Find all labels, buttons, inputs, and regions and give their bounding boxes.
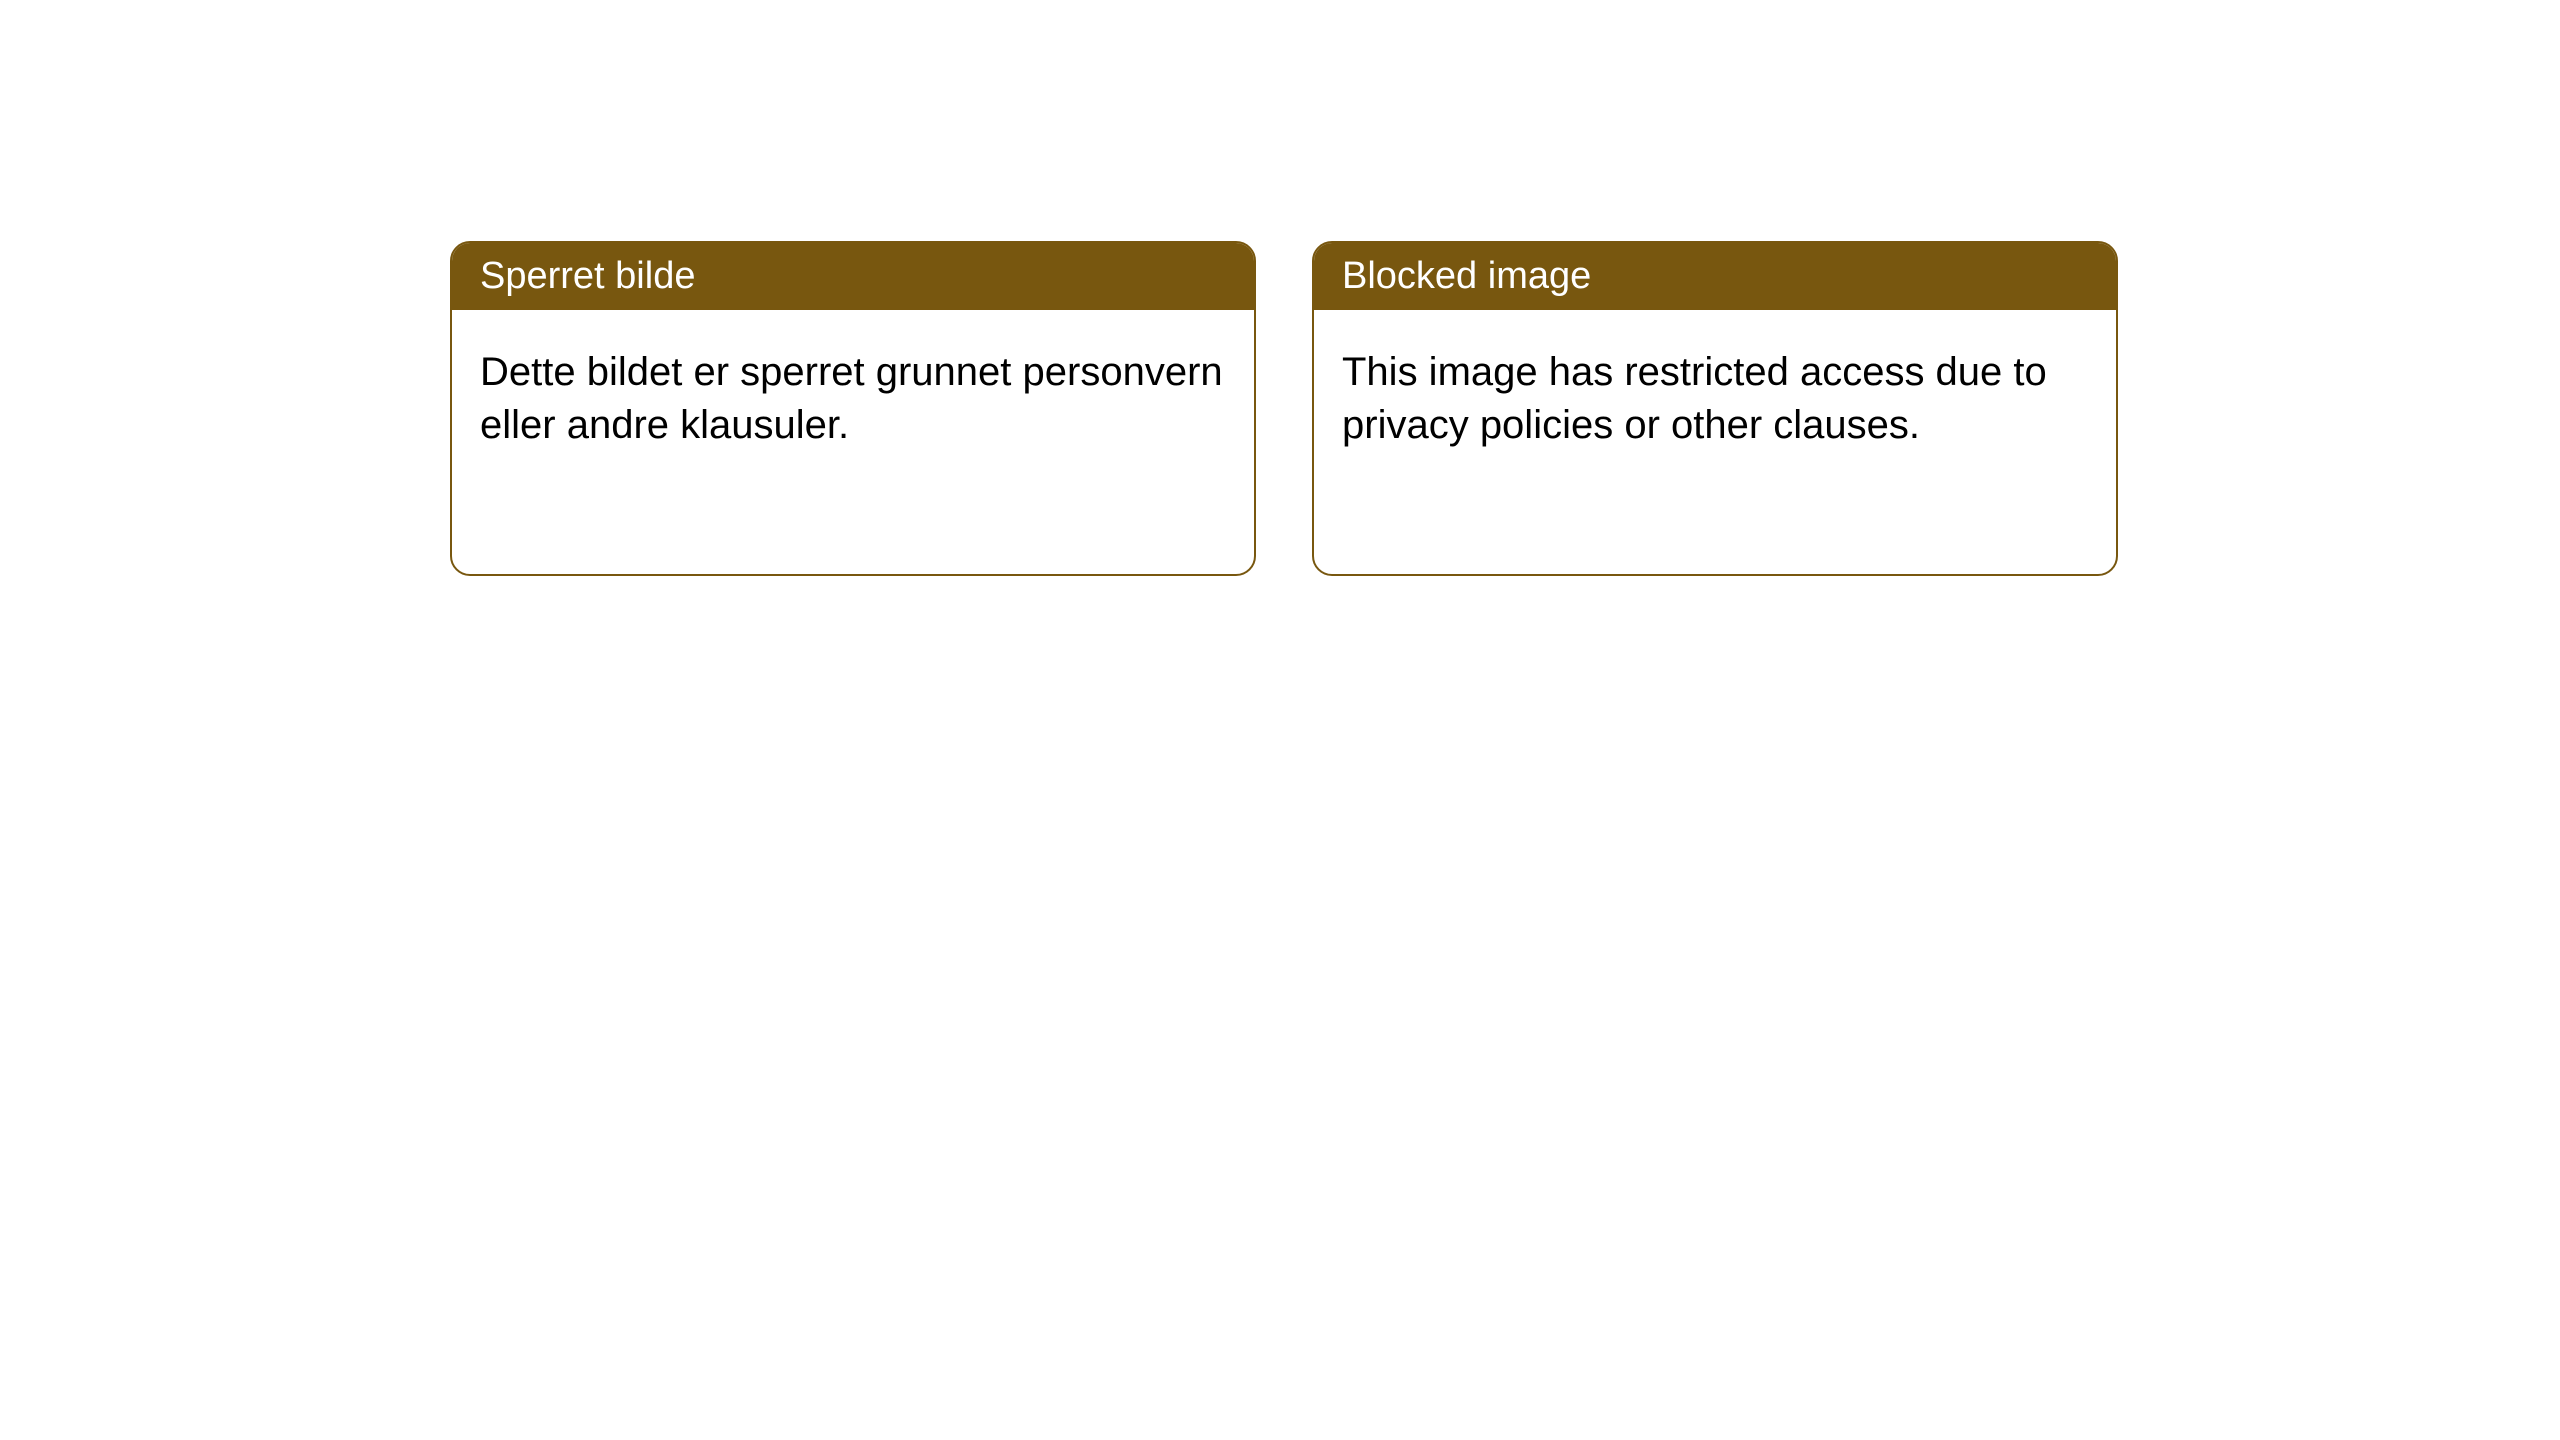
notice-card-title: Sperret bilde — [480, 255, 695, 297]
notice-card-header: Sperret bilde — [452, 243, 1254, 310]
notice-card-message: Dette bildet er sperret grunnet personve… — [480, 350, 1223, 447]
notice-card-body: This image has restricted access due to … — [1314, 310, 2116, 488]
notice-card-norwegian: Sperret bilde Dette bildet er sperret gr… — [450, 241, 1256, 576]
notice-cards-container: Sperret bilde Dette bildet er sperret gr… — [450, 241, 2118, 576]
notice-card-body: Dette bildet er sperret grunnet personve… — [452, 310, 1254, 488]
notice-card-message: This image has restricted access due to … — [1342, 350, 2047, 447]
notice-card-title: Blocked image — [1342, 255, 1591, 297]
notice-card-header: Blocked image — [1314, 243, 2116, 310]
notice-card-english: Blocked image This image has restricted … — [1312, 241, 2118, 576]
